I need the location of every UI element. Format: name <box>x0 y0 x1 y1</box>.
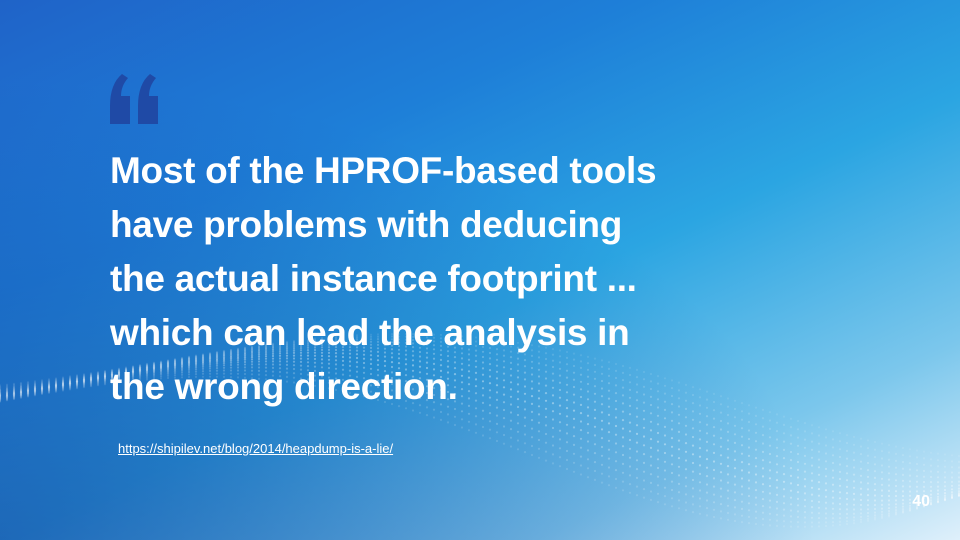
source-link[interactable]: https://shipilev.net/blog/2014/heapdump-… <box>118 441 394 456</box>
quote-line: which can lead the analysis in <box>110 312 630 353</box>
quote-line: the actual instance footprint ... <box>110 258 637 299</box>
quote-line: have problems with deducing <box>110 204 623 245</box>
quote-mark-icon <box>110 74 158 124</box>
quote-line: Most of the HPROF-based tools <box>110 150 657 191</box>
page-number: 40 <box>912 493 930 510</box>
quote-line: the wrong direction. <box>110 366 458 407</box>
quote-text: Most of the HPROF-based tools have probl… <box>110 144 750 414</box>
